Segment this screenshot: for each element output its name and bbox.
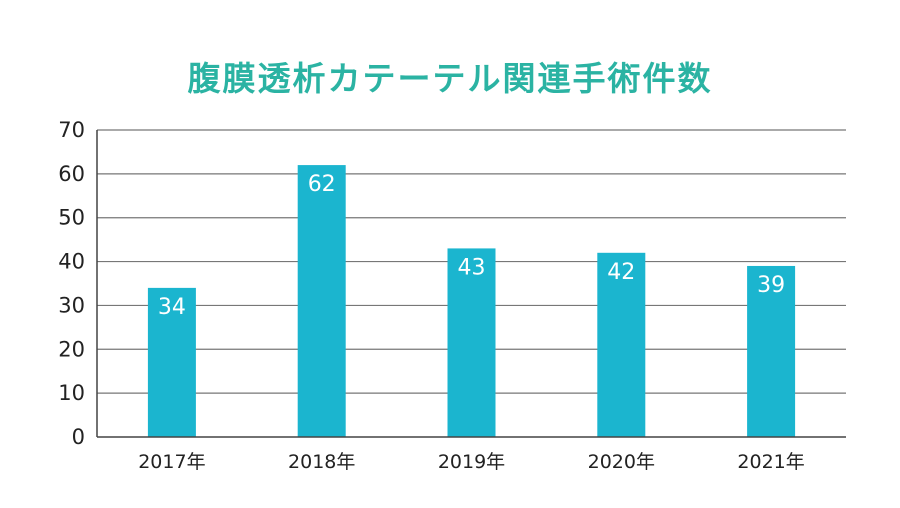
bars: 34 62 43 42 39 [147, 165, 796, 438]
y-tick-label: 30 [58, 293, 85, 317]
x-tick-label: 2021年 [737, 451, 804, 473]
y-tick-label: 50 [58, 206, 85, 230]
bar-value-label: 39 [757, 273, 785, 298]
x-tick-label: 2018年 [288, 451, 355, 473]
y-tick-label: 60 [58, 162, 85, 186]
bar [747, 265, 796, 437]
bar-value-label: 42 [607, 260, 635, 285]
bar-value-label: 34 [158, 295, 186, 320]
chart-title: 腹膜透析カテーテル関連手術件数 [187, 59, 713, 98]
bar [447, 248, 496, 437]
y-tick-label: 20 [58, 337, 85, 361]
bar [147, 287, 196, 437]
y-tick-label: 10 [58, 381, 85, 405]
x-tick-label: 2020年 [588, 451, 655, 473]
bar [597, 252, 646, 437]
y-axis-ticks: 0 10 20 30 40 50 60 70 [58, 118, 85, 449]
y-tick-label: 0 [72, 425, 85, 449]
y-tick-label: 70 [58, 118, 85, 142]
bar-value-label: 43 [458, 255, 486, 280]
x-axis-ticks: 2017年 2018年 2019年 2020年 2021年 [138, 451, 805, 473]
y-tick-label: 40 [58, 250, 85, 274]
x-tick-label: 2019年 [438, 451, 505, 473]
bar-value-label: 62 [308, 172, 336, 197]
x-tick-label: 2017年 [138, 451, 205, 473]
bar [297, 165, 346, 438]
